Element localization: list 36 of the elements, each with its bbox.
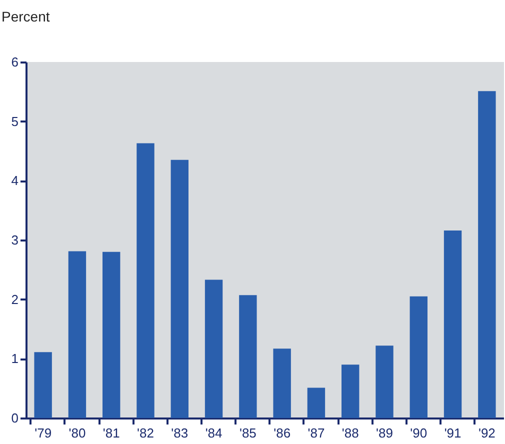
x-tick-label: '88 bbox=[342, 426, 359, 440]
bar bbox=[410, 296, 428, 418]
bar bbox=[136, 143, 154, 418]
bar bbox=[102, 252, 120, 418]
bar bbox=[342, 364, 360, 418]
x-tick-label: '84 bbox=[205, 426, 222, 440]
y-tick-label: 1 bbox=[11, 351, 18, 366]
y-tick-label: 5 bbox=[11, 114, 18, 129]
bar bbox=[239, 295, 257, 418]
x-tick-label: '87 bbox=[308, 426, 325, 440]
x-tick-label: '86 bbox=[274, 426, 291, 440]
x-tick-label: '79 bbox=[34, 426, 52, 440]
y-tick-label: 0 bbox=[11, 410, 18, 426]
y-tick-label: 2 bbox=[11, 292, 18, 307]
y-tick-label: 3 bbox=[11, 232, 18, 248]
x-tick-label: '91 bbox=[444, 426, 462, 440]
bar bbox=[273, 348, 291, 418]
x-tick-label: '80 bbox=[68, 426, 86, 440]
x-tick-label: '92 bbox=[478, 426, 496, 440]
bar bbox=[307, 388, 326, 418]
bar bbox=[170, 160, 188, 418]
x-tick-label: '81 bbox=[102, 426, 120, 440]
bar bbox=[444, 230, 462, 418]
x-tick-label: '82 bbox=[137, 426, 154, 440]
y-tick-label: 4 bbox=[11, 173, 18, 188]
bar bbox=[204, 280, 223, 418]
x-tick-label: '85 bbox=[239, 426, 256, 440]
x-tick-label: '83 bbox=[171, 426, 188, 440]
x-tick-label: '90 bbox=[410, 426, 428, 440]
y-axis-title: Percent bbox=[2, 8, 50, 24]
y-tick-label: 6 bbox=[11, 54, 18, 70]
bar bbox=[34, 352, 52, 418]
bar bbox=[478, 91, 496, 418]
x-tick-label: '89 bbox=[376, 426, 393, 440]
bar bbox=[376, 346, 394, 418]
bar bbox=[68, 251, 86, 418]
